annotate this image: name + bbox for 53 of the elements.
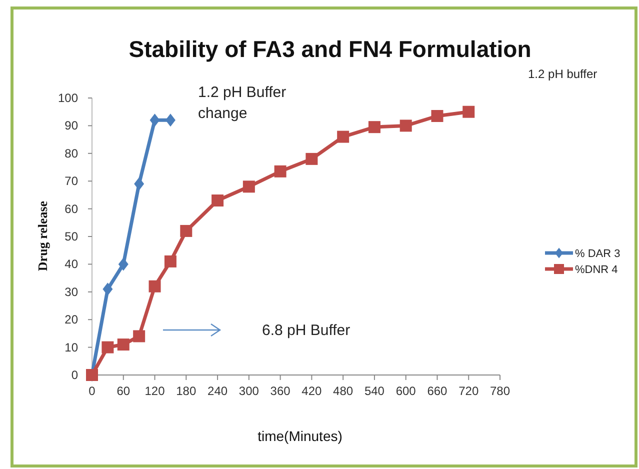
x-tick-label: 60 (116, 384, 130, 398)
point (400, 120, 412, 132)
x-tick-label: 720 (458, 384, 479, 398)
point (306, 152, 318, 165)
legend-label: % DAR 3 (575, 248, 620, 260)
point (431, 110, 444, 122)
y-tick-label: 40 (64, 257, 78, 272)
x-tick-label: 0 (88, 384, 96, 398)
y-tick-label: 0 (71, 368, 78, 382)
x-tick-label: 540 (364, 384, 385, 398)
point (102, 282, 113, 296)
y-tick-label: 90 (64, 118, 78, 133)
y-tick-label: 100 (58, 91, 78, 105)
point (133, 330, 146, 342)
text: 1.2 pH buffer (528, 67, 598, 81)
chart-title: Stability of FA3 and FN4 Formulation (128, 36, 532, 62)
point (212, 194, 224, 206)
point (117, 338, 130, 351)
x-tick-label: 420 (302, 384, 322, 398)
legend-label: %DNR 4 (575, 264, 618, 276)
point (150, 114, 160, 127)
annotation: 1.2 pH Buffer change (198, 84, 286, 122)
point (462, 106, 475, 118)
x-axis-title: time(Minutes) (258, 428, 342, 444)
annotation: 6.8 pH Buffer (262, 322, 350, 339)
x-tick-label: 180 (176, 384, 196, 398)
point (148, 280, 161, 292)
point (242, 180, 255, 193)
x-tick-label: 300 (238, 384, 260, 398)
y-tick-label: 20 (64, 312, 78, 327)
point (180, 224, 192, 237)
y-tick-label: 50 (64, 230, 78, 244)
point (165, 114, 176, 127)
y-tick-label: 80 (64, 146, 78, 160)
x-tick-label: 360 (270, 384, 291, 398)
y-tick-label: 70 (64, 174, 78, 188)
point (164, 255, 176, 268)
point (134, 177, 144, 190)
x-tick-label: 480 (333, 384, 354, 398)
point (118, 258, 128, 271)
y-tick-label: 60 (64, 202, 78, 216)
x-tick-label: 120 (144, 384, 166, 398)
x-tick-label: 600 (396, 384, 416, 398)
point (102, 341, 114, 354)
x-tick-label: 240 (208, 384, 228, 398)
y-tick-label: 10 (64, 340, 78, 354)
point (368, 121, 380, 134)
point (337, 130, 350, 143)
y-axis-title: Drug release (35, 200, 50, 272)
y-tick-label: 30 (64, 284, 78, 299)
x-tick-label: 660 (427, 384, 448, 398)
x-tick-label: 780 (490, 384, 510, 398)
point (274, 165, 286, 178)
